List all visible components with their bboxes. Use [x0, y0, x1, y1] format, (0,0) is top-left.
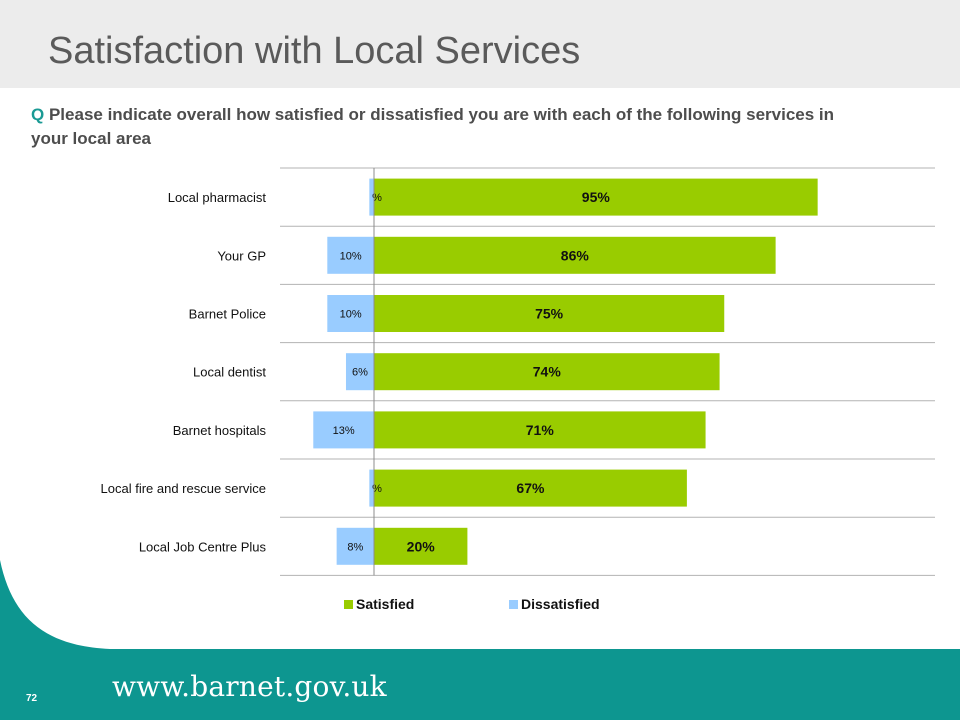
data-label-satisfied: 20% [407, 538, 436, 554]
data-label-dissatisfied: 6% [352, 367, 368, 379]
data-label-dissatisfied: 10% [340, 250, 362, 262]
category-label: Local fire and rescue service [101, 481, 266, 496]
data-label-satisfied: 71% [526, 422, 555, 438]
title-band [0, 0, 960, 88]
bar-satisfied [374, 469, 687, 507]
bar-satisfied [374, 353, 720, 391]
data-label-dissatisfied: 13% [333, 425, 355, 437]
data-label-satisfied: 95% [582, 189, 611, 205]
bar-dissatisfied [327, 295, 374, 332]
data-label-dissatisfied: % [372, 192, 382, 204]
question-prefix: Q [31, 105, 45, 124]
bar-dissatisfied [313, 411, 374, 449]
legend-item-satisfied: Satisfied [344, 596, 414, 612]
question-text: Please indicate overall how satisfied or… [31, 105, 835, 148]
satisfaction-bar-chart: Local pharmacist 95%% Your GP 86% 10% Barnet … [101, 167, 935, 576]
page-number: 72 [26, 693, 38, 704]
category-label: Your GP [217, 248, 266, 263]
category-label: Local dentist [193, 365, 266, 380]
bar-satisfied [374, 295, 725, 332]
bar-satisfied [374, 527, 468, 565]
data-label-satisfied: 74% [533, 364, 562, 380]
category-label: Local Job Centre Plus [139, 539, 267, 554]
bar-dissatisfied [327, 236, 374, 274]
legend-swatch-dissatisfied [509, 600, 518, 609]
data-label-dissatisfied: 8% [347, 541, 363, 553]
footer-wave [0, 560, 960, 720]
bar-satisfied [374, 178, 818, 216]
bar-dissatisfied [369, 178, 374, 216]
legend-label-dissatisfied: Dissatisfied [521, 596, 600, 612]
bar-satisfied [374, 236, 776, 274]
legend-item-dissatisfied: Dissatisfied [509, 596, 600, 612]
bar-dissatisfied [345, 353, 374, 391]
footer-band [0, 560, 960, 720]
category-label: Barnet Police [189, 307, 266, 322]
legend-swatch-satisfied [344, 600, 353, 609]
data-label-satisfied: 75% [535, 306, 564, 322]
data-label-satisfied: 67% [516, 480, 545, 496]
category-label: Barnet hospitals [173, 423, 267, 438]
bar-satisfied [374, 411, 706, 449]
survey-question: Q Please indicate overall how satisfied … [31, 103, 851, 151]
data-label-dissatisfied: % [372, 483, 382, 495]
bar-dissatisfied [369, 469, 374, 507]
website-url: www.barnet.gov.uk [112, 670, 387, 703]
category-label: Local pharmacist [168, 190, 267, 205]
data-label-dissatisfied: 10% [340, 309, 362, 321]
bar-dissatisfied [336, 527, 374, 565]
slide-title: Satisfaction with Local Services [48, 30, 581, 72]
legend-label-satisfied: Satisfied [356, 596, 415, 612]
data-label-satisfied: 86% [561, 247, 590, 263]
